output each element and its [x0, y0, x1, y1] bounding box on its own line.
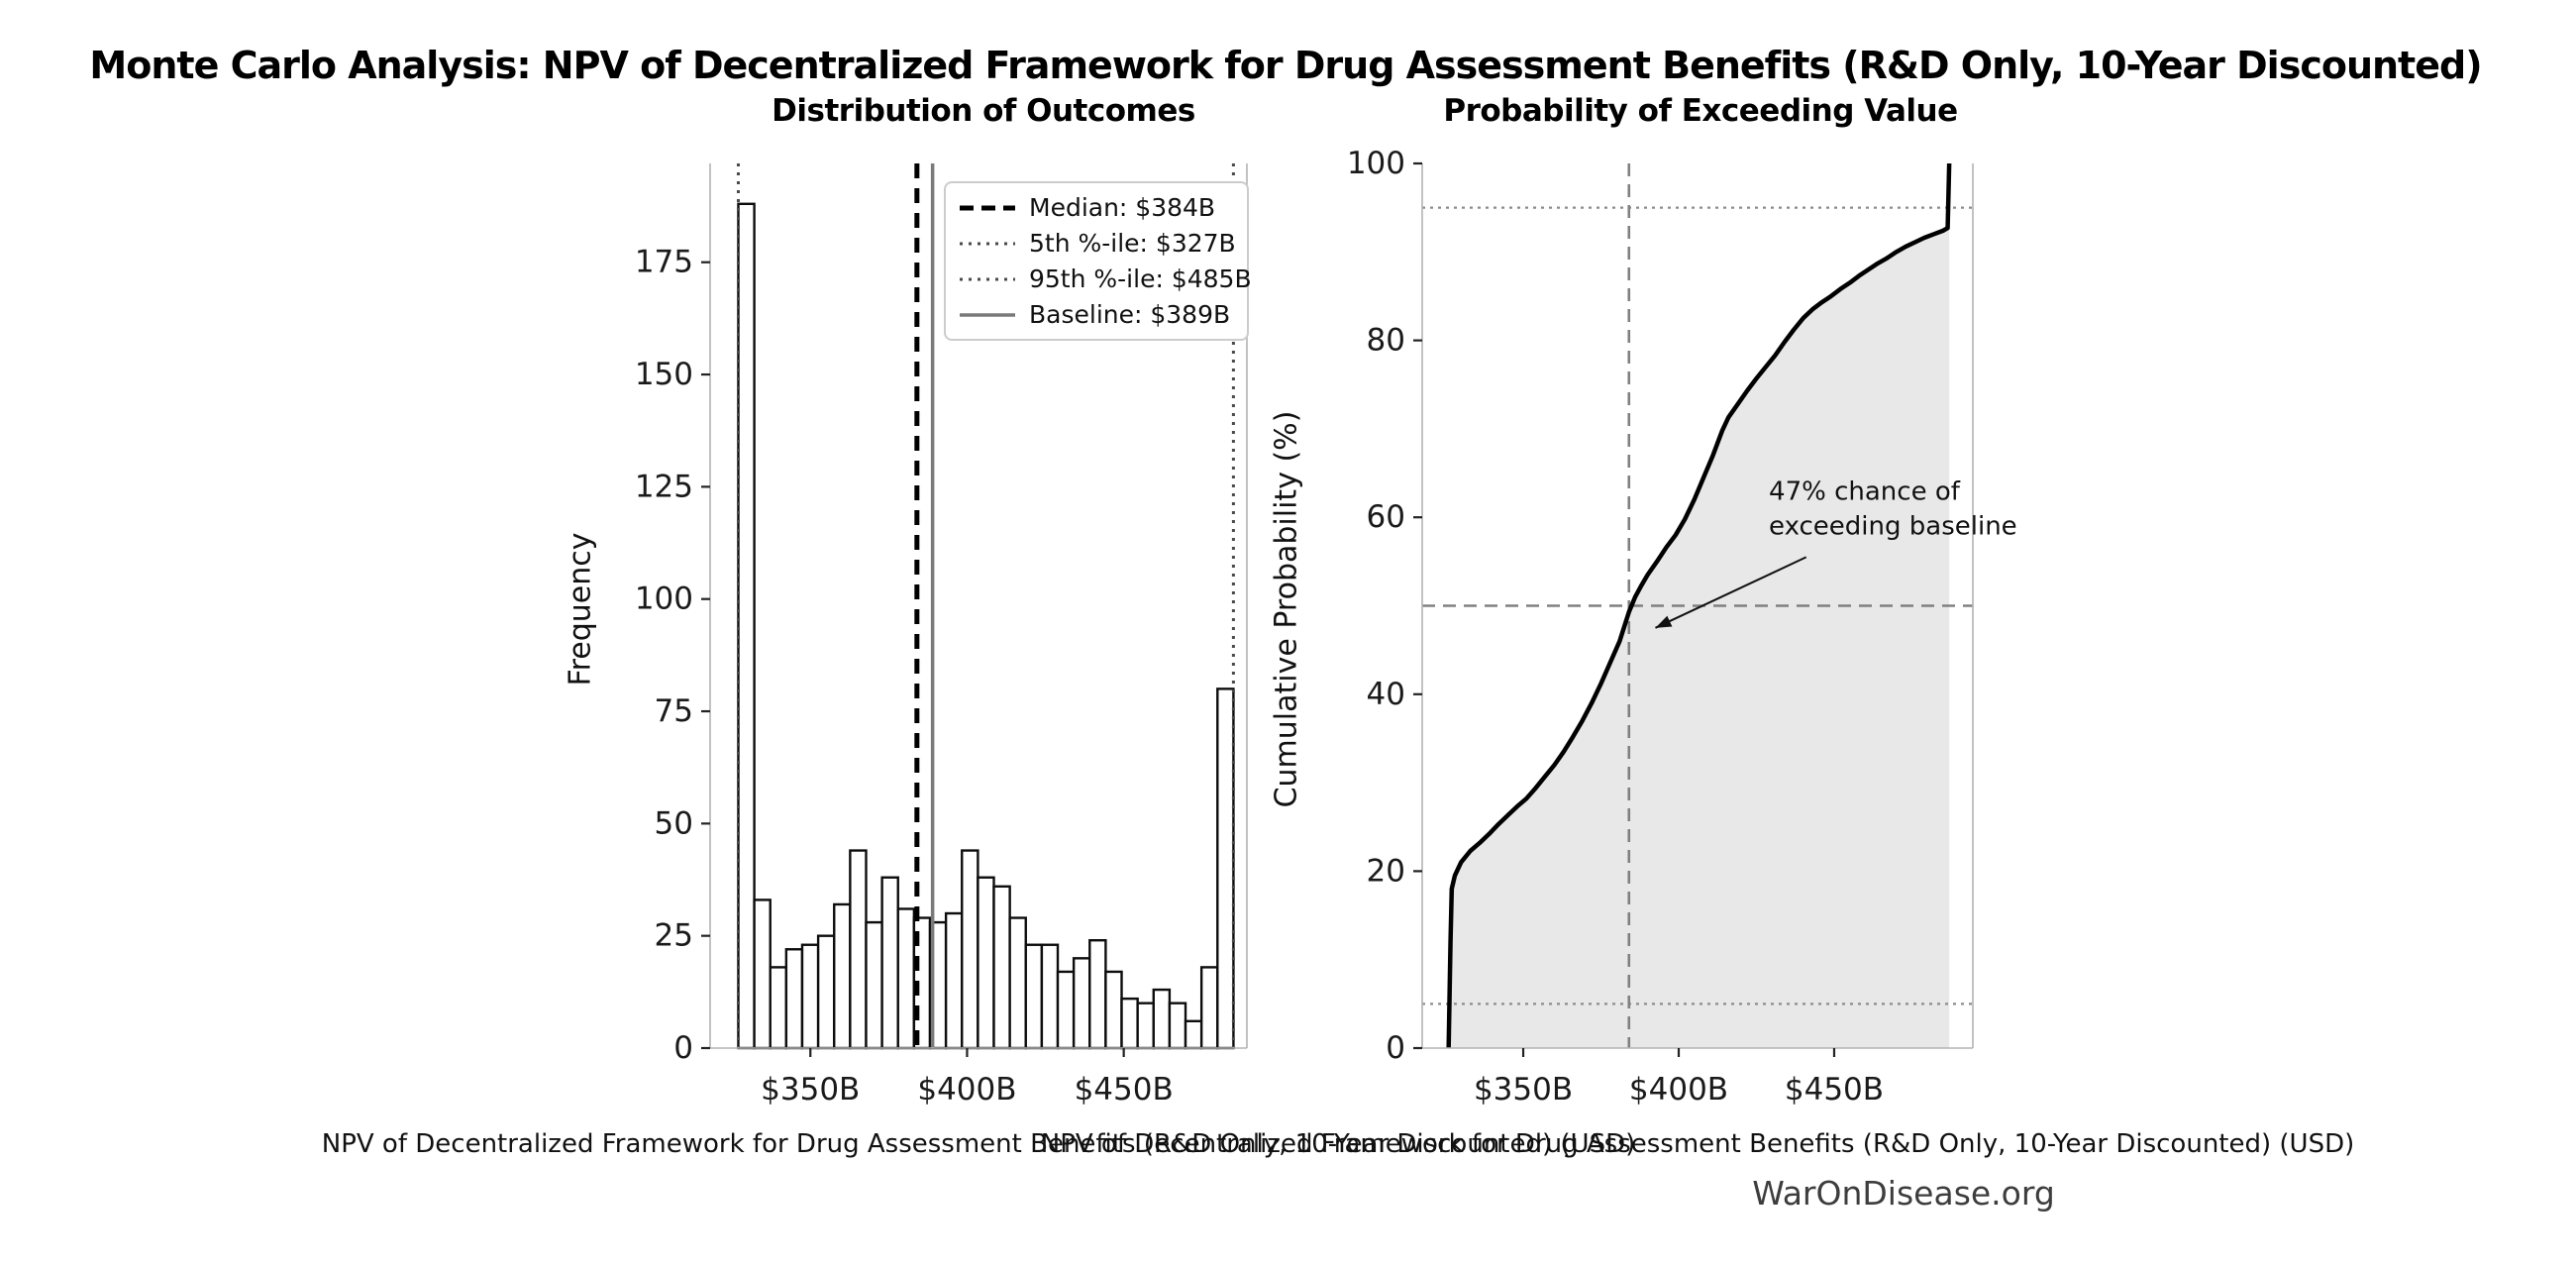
histogram-bar: [1008, 916, 1027, 1050]
annotation-arrow: [1655, 556, 1807, 629]
y-tick-label: 20: [1367, 853, 1405, 889]
legend-item-label: Baseline: $389B: [1029, 300, 1231, 329]
histogram-bar: [800, 943, 820, 1050]
histogram-bar: [849, 849, 868, 1050]
x-tick-label: $350B: [761, 1072, 860, 1108]
y-tick-label: 150: [635, 357, 693, 392]
watermark: WarOnDisease.org: [1752, 1174, 2055, 1213]
histogram-bar: [737, 202, 756, 1050]
histogram-bar: [896, 907, 916, 1050]
left-subplot-title: Distribution of Outcomes: [772, 93, 1195, 129]
legend-item: 5th %-ile: $327B: [958, 229, 1236, 258]
legend-item-label: 95th %-ile: $485B: [1029, 264, 1252, 293]
histogram-bar: [833, 902, 852, 1050]
histogram-axes: $350B $400B $450B 0 25 50 75 100 125 150 175: [635, 163, 1248, 1108]
histogram-bar: [944, 911, 964, 1050]
legend-line-sample: [960, 277, 1015, 280]
histogram-bar: [769, 966, 788, 1050]
legend-item-label: 5th %-ile: $327B: [1029, 229, 1236, 258]
histogram-bar: [1168, 1002, 1187, 1050]
histogram-bar: [753, 898, 772, 1050]
legend-line-sample: [960, 242, 1015, 245]
histogram-bar: [1184, 1019, 1203, 1050]
annotation: 47% chance of exceeding baseline: [1655, 476, 2017, 629]
x-tick-label: $350B: [1474, 1072, 1573, 1108]
cdf-axes: $350B $400B $450B 0 20 40 60 80 100: [1347, 146, 1974, 1108]
y-tick-label: 40: [1367, 677, 1405, 712]
legend-item: Median: $384B: [958, 193, 1235, 222]
legend-line-sample: [960, 312, 1015, 317]
histogram-bar: [992, 885, 1011, 1050]
y-tick-label: 60: [1367, 499, 1405, 535]
x-tick-label: $450B: [1075, 1072, 1174, 1108]
y-tick-label: 25: [655, 918, 693, 954]
legend: Median: $384B 5th %-ile: $327B 95th %-ile:…: [944, 181, 1252, 341]
histogram-bar: [1088, 939, 1107, 1050]
y-tick-label: 100: [635, 581, 693, 617]
annotation-text: exceeding baseline: [1769, 511, 2017, 541]
histogram-bar: [1120, 997, 1139, 1050]
histogram-bar: [816, 934, 836, 1050]
cdf-curve: [1446, 162, 1952, 1049]
histogram-bar: [784, 948, 804, 1050]
x-tick-label: $450B: [1785, 1072, 1884, 1108]
legend-item-label: Median: $384B: [1029, 193, 1216, 222]
left-x-axis-label: NPV of Decentralized Framework for Drug …: [321, 1129, 1636, 1159]
histogram-bar: [1104, 970, 1123, 1050]
y-tick-label: 100: [1347, 146, 1405, 181]
y-tick-label: 125: [635, 469, 693, 504]
y-tick-label: 175: [635, 245, 693, 280]
annotation-text: 47% chance of: [1769, 476, 1961, 506]
legend-item: Baseline: $389B: [958, 300, 1235, 329]
legend-item: 95th %-ile: $485B: [958, 264, 1252, 293]
y-tick-label: 0: [1386, 1030, 1405, 1066]
histogram-bars: [737, 202, 1235, 1050]
histogram-bar: [1072, 957, 1091, 1050]
histogram-bar: [1136, 1002, 1155, 1050]
right-subplot-title: Probability of Exceeding Value: [1443, 93, 1958, 129]
histogram-bar: [1056, 970, 1076, 1050]
histogram-bar: [977, 876, 995, 1050]
x-tick-label: $400B: [1629, 1072, 1728, 1108]
figure-title: Monte Carlo Analysis: NPV of Decentraliz…: [89, 44, 2482, 87]
histogram-bar: [1199, 966, 1219, 1050]
y-tick-label: 0: [673, 1030, 693, 1066]
histogram-bar: [865, 920, 883, 1050]
histogram-bar: [1024, 943, 1044, 1050]
histogram-bar: [961, 849, 979, 1050]
right-x-axis-label: NPV of Decentralized Framework for Drug …: [1040, 1129, 2355, 1159]
histogram-bar: [1152, 988, 1172, 1050]
legend-line-sample: [960, 205, 1015, 210]
y-tick-label: 75: [655, 693, 693, 729]
y-tick-label: 50: [655, 805, 693, 841]
histogram-bar: [880, 876, 899, 1050]
histogram-bar: [1216, 687, 1235, 1050]
x-tick-label: $400B: [917, 1072, 1016, 1108]
y-tick-label: 80: [1367, 323, 1405, 359]
histogram-bar: [1040, 943, 1060, 1050]
